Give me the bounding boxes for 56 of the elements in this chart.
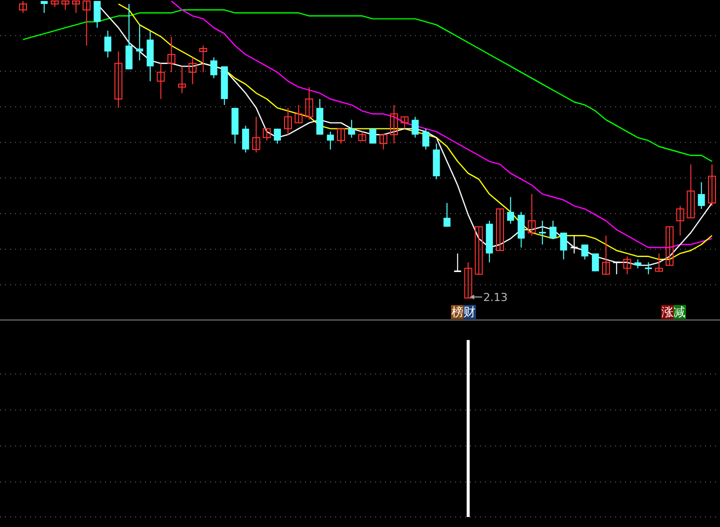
candlestick (686, 164, 695, 218)
candlestick (400, 116, 409, 130)
candlestick (444, 202, 450, 228)
candlestick (676, 205, 684, 236)
candlestick (284, 107, 292, 136)
candlestick (40, 0, 48, 14)
candlestick (623, 256, 632, 275)
candlestick (82, 0, 91, 46)
text: 榜财 (452, 305, 476, 319)
candlestick (326, 131, 334, 150)
candlestick (114, 50, 122, 108)
candlestick (698, 182, 705, 210)
candlestick (507, 196, 514, 224)
candlestick (474, 226, 483, 275)
candlestick (348, 119, 356, 138)
candlestick (592, 252, 599, 272)
candlestick (570, 235, 578, 254)
candlestick (199, 45, 208, 73)
candlestick (305, 86, 314, 120)
candlestick (518, 211, 525, 248)
candlestick (666, 226, 674, 266)
candlestick (644, 262, 653, 275)
candlestick (156, 62, 165, 100)
text: 涨减 (662, 305, 686, 319)
candlestick (167, 36, 176, 73)
candlestick (453, 252, 462, 272)
candlestick (560, 232, 568, 260)
candlestick (369, 128, 376, 144)
candlestick (210, 56, 218, 79)
candlestick (379, 134, 388, 150)
candlestick (136, 24, 144, 61)
candlestick (581, 244, 588, 260)
candlestick (412, 116, 419, 138)
candlestick (178, 66, 186, 94)
candlestick (602, 235, 610, 275)
candlestick (496, 208, 504, 251)
annotation: 2.13 (483, 291, 508, 304)
candlestick (252, 116, 260, 153)
candlestick (708, 164, 716, 206)
candlestick (126, 3, 132, 70)
candlestick (655, 252, 663, 272)
candlestick (422, 128, 430, 150)
candlestick (72, 0, 80, 14)
candlestick (104, 30, 112, 58)
candlestick (528, 194, 536, 236)
candlestick (337, 128, 345, 144)
candlestick (390, 104, 398, 144)
candlestick (19, 0, 27, 14)
candlestick (538, 220, 547, 246)
candlestick (550, 220, 556, 240)
candlestick (242, 125, 250, 153)
candlestick (274, 128, 281, 144)
candlestick (94, 0, 101, 28)
candlestick (262, 128, 271, 142)
candlestick (294, 104, 303, 124)
candlestick (188, 56, 197, 85)
